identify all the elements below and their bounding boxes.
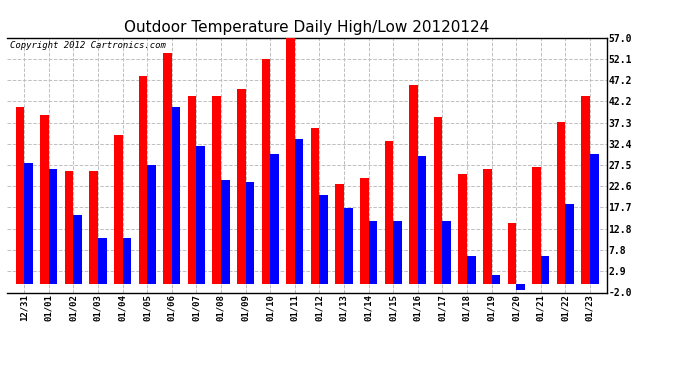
Bar bbox=[335, 184, 344, 284]
Bar bbox=[541, 256, 549, 284]
Title: Outdoor Temperature Daily High/Low 20120124: Outdoor Temperature Daily High/Low 20120… bbox=[124, 20, 490, 35]
Bar bbox=[368, 221, 377, 284]
Bar bbox=[409, 85, 417, 284]
Bar bbox=[393, 221, 402, 284]
Bar bbox=[458, 174, 467, 284]
Bar bbox=[15, 106, 24, 284]
Bar bbox=[508, 224, 516, 284]
Bar bbox=[40, 115, 49, 284]
Bar bbox=[188, 96, 197, 284]
Bar bbox=[114, 135, 123, 284]
Bar bbox=[73, 215, 82, 284]
Bar bbox=[434, 117, 442, 284]
Bar bbox=[516, 284, 525, 290]
Bar bbox=[532, 167, 541, 284]
Bar bbox=[221, 180, 230, 284]
Bar bbox=[565, 204, 574, 284]
Bar bbox=[24, 163, 32, 284]
Bar bbox=[49, 170, 57, 284]
Bar bbox=[98, 238, 106, 284]
Bar bbox=[467, 256, 475, 284]
Bar bbox=[310, 128, 319, 284]
Bar bbox=[237, 89, 246, 284]
Bar bbox=[123, 238, 131, 284]
Bar bbox=[270, 154, 279, 284]
Bar bbox=[172, 106, 180, 284]
Bar bbox=[557, 122, 565, 284]
Bar bbox=[262, 59, 270, 284]
Bar bbox=[319, 195, 328, 284]
Bar bbox=[491, 275, 500, 284]
Text: Copyright 2012 Cartronics.com: Copyright 2012 Cartronics.com bbox=[10, 41, 166, 50]
Bar bbox=[442, 221, 451, 284]
Bar bbox=[147, 165, 156, 284]
Bar bbox=[213, 96, 221, 284]
Bar bbox=[286, 38, 295, 284]
Bar bbox=[360, 178, 368, 284]
Bar bbox=[590, 154, 599, 284]
Bar bbox=[163, 53, 172, 284]
Bar bbox=[344, 208, 353, 284]
Bar bbox=[197, 146, 205, 284]
Bar bbox=[65, 171, 73, 284]
Bar bbox=[582, 96, 590, 284]
Bar bbox=[417, 156, 426, 284]
Bar bbox=[384, 141, 393, 284]
Bar bbox=[246, 182, 254, 284]
Bar bbox=[483, 170, 491, 284]
Bar bbox=[295, 139, 304, 284]
Bar bbox=[139, 76, 147, 284]
Bar bbox=[89, 171, 98, 284]
